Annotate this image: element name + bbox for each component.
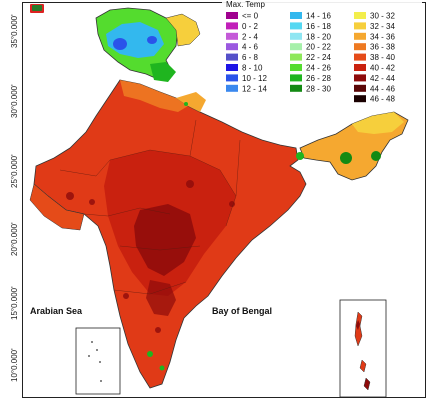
hot-spots xyxy=(66,180,235,333)
legend-swatch xyxy=(226,12,238,19)
region-north-band xyxy=(120,80,188,112)
legend-swatch xyxy=(354,43,366,51)
legend-swatch xyxy=(354,32,366,40)
region-kashmir-cold-1 xyxy=(113,38,127,50)
legend-label: 46 - 48 xyxy=(370,95,395,104)
legend-label: 2 - 4 xyxy=(242,32,259,41)
region-deccan xyxy=(146,280,176,316)
legend-swatch xyxy=(354,95,366,103)
legend-label: 18 - 20 xyxy=(306,32,331,41)
legend-swatch xyxy=(226,53,238,61)
sea-label-bengal: Bay of Bengal xyxy=(212,306,272,316)
region-himachal xyxy=(150,62,176,82)
state-boundaries xyxy=(59,119,241,295)
lat-label-20: 20°0.000' xyxy=(10,222,19,256)
legend-label: 14 - 16 xyxy=(306,12,331,21)
region-northeast-yellow xyxy=(352,112,404,134)
legend-label: 40 - 42 xyxy=(370,64,395,73)
legend-label: 0 - 2 xyxy=(242,22,259,31)
region-northeast-green-2 xyxy=(371,151,381,161)
legend-swatch xyxy=(354,84,366,92)
legend-label: 20 - 22 xyxy=(306,43,331,52)
legend-swatch xyxy=(290,84,302,92)
legend-swatch xyxy=(226,64,238,71)
legend-label: 32 - 34 xyxy=(370,22,395,31)
legend-label: 8 - 10 xyxy=(242,64,263,73)
region-central-hotter xyxy=(134,204,196,276)
emblem-logo xyxy=(30,4,44,13)
legend-label: 44 - 46 xyxy=(370,84,395,93)
region-ladakh-yellow xyxy=(165,13,201,47)
lat-label-25: 25°0.000' xyxy=(10,154,19,188)
legend: Max. Temp <= 00 - 22 - 4 4 - 66 - 8 8 - 10… xyxy=(222,0,422,104)
legend-swatch xyxy=(226,32,238,40)
legend-label: 30 - 32 xyxy=(370,12,395,21)
sea-label-arabian: Arabian Sea xyxy=(30,306,83,316)
legend-background xyxy=(222,0,422,98)
legend-label: 10 - 12 xyxy=(242,74,267,83)
legend-label: 34 - 36 xyxy=(370,32,395,41)
region-uttarakhand xyxy=(176,92,206,112)
legend-swatch xyxy=(354,53,366,61)
region-kashmir-cold-2 xyxy=(147,36,157,44)
lat-label-10: 10°0.000' xyxy=(10,348,19,382)
legend-title: Max. Temp xyxy=(226,0,266,9)
region-west xyxy=(29,183,85,231)
legend-label: 22 - 24 xyxy=(306,53,331,62)
lat-label-15: 15°0.000' xyxy=(10,286,19,320)
legend-label: 4 - 6 xyxy=(242,43,259,52)
legend-swatch xyxy=(290,64,302,71)
inset-lakshadweep xyxy=(75,327,121,395)
cool-spots xyxy=(147,102,188,371)
legend-swatch xyxy=(226,74,238,82)
inset-andaman-nicobar xyxy=(339,299,387,398)
legend-label: 12 - 14 xyxy=(242,84,267,93)
legend-swatch xyxy=(354,74,366,82)
legend-swatch xyxy=(354,22,366,30)
legend-swatch xyxy=(290,43,302,51)
legend-swatch xyxy=(354,12,366,19)
lat-label-35: 35°0.000' xyxy=(10,14,19,48)
legend-swatch xyxy=(226,43,238,51)
legend-swatch xyxy=(226,84,238,92)
legend-label: 24 - 26 xyxy=(306,64,331,73)
legend-label: 42 - 44 xyxy=(370,74,395,83)
lat-label-30: 30°0.000' xyxy=(10,84,19,118)
legend-label: 38 - 40 xyxy=(370,53,395,62)
region-northeast-green-1 xyxy=(340,152,352,164)
legend-label: <= 0 xyxy=(242,12,259,21)
latitude-labels: 35°0.000' 30°0.000' 25°0.000' 20°0.000' … xyxy=(10,14,19,382)
legend-swatch xyxy=(290,53,302,61)
legend-swatch xyxy=(290,74,302,82)
region-northeast-green-3 xyxy=(296,152,304,160)
legend-swatch xyxy=(226,22,238,30)
legend-label: 36 - 38 xyxy=(370,43,395,52)
legend-swatch xyxy=(290,22,302,30)
legend-label: 16 - 18 xyxy=(306,22,331,31)
legend-swatch xyxy=(354,64,366,71)
legend-label: 6 - 8 xyxy=(242,53,259,62)
legend-label: 28 - 30 xyxy=(306,84,331,93)
legend-swatch xyxy=(290,12,302,19)
legend-label: 26 - 28 xyxy=(306,74,331,83)
legend-swatch xyxy=(290,32,302,40)
